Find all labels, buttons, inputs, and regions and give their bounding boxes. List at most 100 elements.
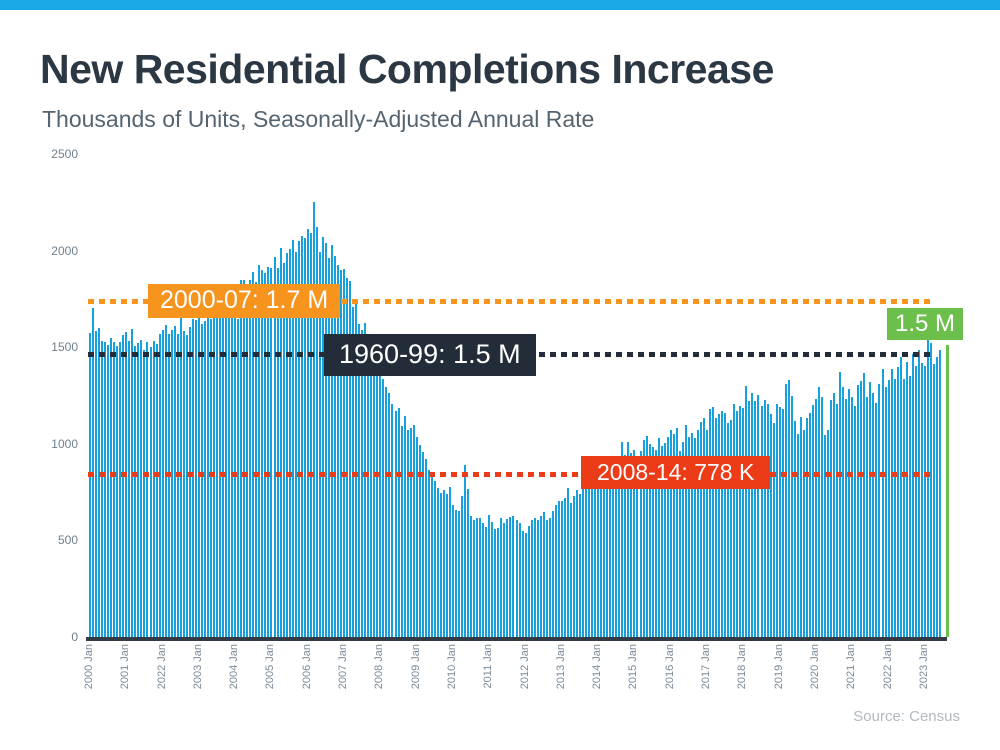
bar [485, 526, 488, 637]
bar [932, 364, 935, 637]
x-tick-label: 2022 Jan [882, 644, 894, 690]
bar [760, 406, 763, 637]
annotation-badge-1960-99: 1960-99: 1.5 M [324, 334, 536, 376]
x-tick-label: 2020 Jan [809, 644, 821, 690]
bar [282, 263, 285, 637]
bar [164, 324, 167, 637]
bar [721, 411, 724, 637]
bar [848, 388, 851, 637]
bar [566, 488, 569, 637]
bar [258, 264, 261, 637]
x-tick-label: 2011 Jan [482, 644, 494, 689]
bar [742, 407, 745, 637]
bar [563, 498, 566, 637]
bar [340, 269, 343, 637]
bar [95, 331, 98, 637]
bar [415, 436, 418, 637]
bar [633, 450, 636, 637]
bar [379, 373, 382, 637]
bar [687, 437, 690, 637]
bar [875, 402, 878, 637]
bar [663, 443, 666, 637]
bar [185, 335, 188, 637]
bar [134, 345, 137, 637]
bar [824, 434, 827, 637]
bar [884, 386, 887, 637]
bar [231, 300, 234, 637]
bar [575, 489, 578, 637]
bar [427, 470, 430, 637]
bar [155, 343, 158, 637]
bar [237, 318, 240, 637]
bar [569, 502, 572, 637]
bar [385, 386, 388, 637]
x-tick-label: 2001 Jan [119, 644, 131, 690]
x-tick-label: 2014 Jan [591, 644, 603, 690]
bar [911, 353, 914, 637]
bar [476, 517, 479, 637]
bar [845, 399, 848, 637]
bar [893, 378, 896, 637]
bar [851, 397, 854, 637]
bar [763, 399, 766, 637]
bar [143, 349, 146, 637]
x-tick-label: 2005 Jan [264, 644, 276, 690]
bar [291, 240, 294, 637]
bar [781, 409, 784, 637]
bar [464, 465, 467, 637]
y-tick-label: 500 [57, 533, 78, 547]
bar [805, 417, 808, 637]
bar [712, 406, 715, 637]
bar [863, 372, 866, 637]
bar [500, 517, 503, 637]
bar [442, 489, 445, 637]
bar [188, 326, 191, 637]
bar [881, 369, 884, 637]
bar [330, 245, 333, 637]
bar [382, 378, 385, 637]
reference-line [88, 299, 935, 304]
x-tick-label: 2021 Jan [845, 644, 857, 690]
bar [793, 421, 796, 637]
bar [294, 252, 297, 637]
bar [821, 396, 823, 637]
bar [448, 487, 451, 637]
bar [494, 528, 497, 637]
bar [388, 393, 391, 637]
bar [303, 238, 306, 637]
bar [935, 356, 938, 637]
bar [337, 264, 340, 637]
bar [101, 341, 104, 637]
bar [324, 242, 327, 637]
bar [515, 520, 518, 637]
bar [757, 394, 760, 637]
bar [403, 416, 406, 637]
bar [811, 405, 814, 637]
bar [754, 401, 757, 637]
bar [203, 320, 206, 637]
bar [376, 368, 379, 637]
bar [857, 384, 860, 637]
bar [606, 468, 609, 637]
bar [530, 519, 533, 637]
bar [736, 411, 739, 637]
bar [766, 404, 769, 637]
bar [657, 437, 660, 637]
bar [624, 455, 627, 637]
bar [627, 441, 630, 637]
bar [179, 317, 182, 637]
annotation-badge-2008-14: 2008-14: 778 K [581, 456, 771, 490]
x-tick-label: 2023 Jan [918, 644, 930, 690]
bar [706, 430, 709, 637]
bar [104, 341, 107, 637]
bar [690, 433, 693, 637]
bar [684, 424, 687, 637]
x-tick-label: 2007 Jan [337, 644, 349, 690]
bar [228, 305, 231, 637]
bar [312, 201, 315, 637]
bar-latest [945, 345, 949, 637]
bar [116, 345, 119, 637]
bar [209, 318, 212, 637]
bar [503, 523, 506, 637]
bar [430, 475, 433, 637]
